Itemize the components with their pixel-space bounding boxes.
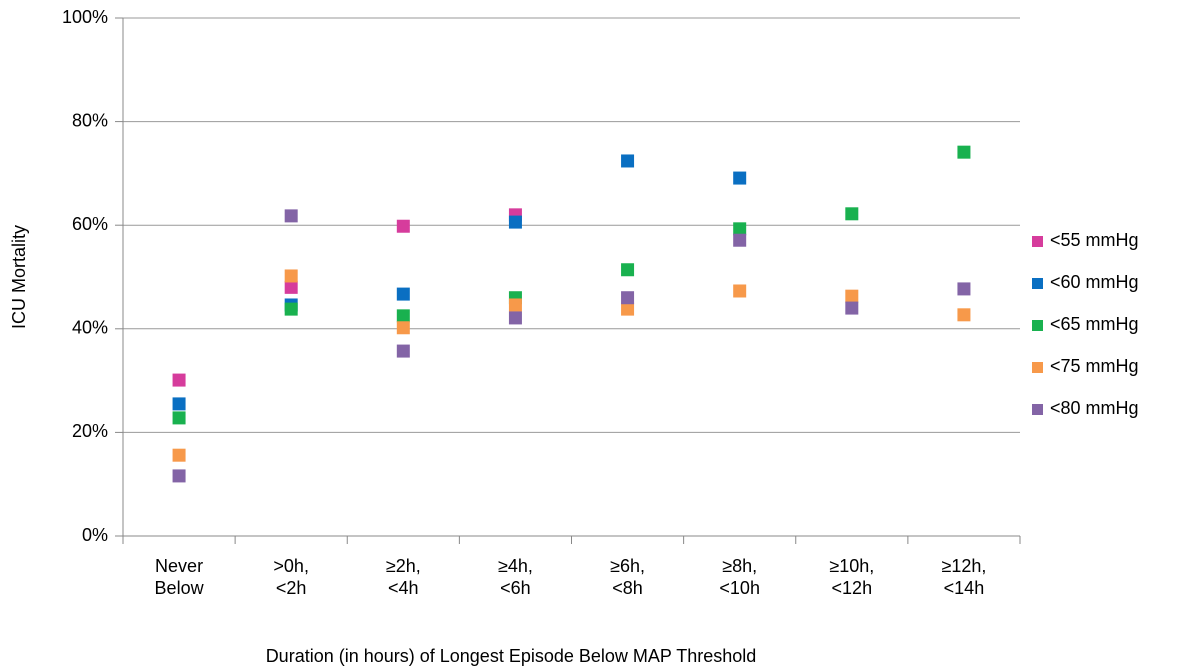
x-tick-label: Never Below <box>155 556 205 598</box>
marker <box>396 321 410 335</box>
legend-label: <80 mmHg <box>1050 398 1139 418</box>
x-tick-label: ≥8h, <10h <box>719 556 760 598</box>
marker <box>284 209 298 223</box>
marker <box>508 298 522 312</box>
marker <box>172 411 186 425</box>
marker <box>957 145 971 159</box>
marker <box>284 280 298 294</box>
x-tick-label: ≥6h, <8h <box>610 556 645 598</box>
y-tick-label: 20% <box>72 421 108 441</box>
y-tick-label: 80% <box>72 110 108 130</box>
marker <box>621 263 635 277</box>
marker <box>845 289 859 303</box>
x-tick-label: ≥2h, <4h <box>386 556 421 598</box>
marker <box>733 233 747 247</box>
marker <box>621 154 635 168</box>
legend-label: <65 mmHg <box>1050 314 1139 334</box>
x-tick-label: >0h, <2h <box>273 556 309 598</box>
marker <box>508 311 522 325</box>
marker <box>396 309 410 323</box>
y-axis-title: ICU Mortality <box>9 225 29 329</box>
legend-label: <75 mmHg <box>1050 356 1139 376</box>
marker <box>396 287 410 301</box>
x-tick-label: ≥4h, <6h <box>498 556 533 598</box>
marker <box>733 222 747 236</box>
marker <box>845 301 859 315</box>
marker <box>845 207 859 221</box>
marker <box>172 397 186 411</box>
marker <box>957 282 971 296</box>
marker <box>621 302 635 316</box>
legend-swatch <box>1032 278 1043 289</box>
marker <box>733 171 747 185</box>
marker <box>172 448 186 462</box>
marker <box>172 469 186 483</box>
marker <box>396 219 410 233</box>
y-tick-label: 60% <box>72 214 108 234</box>
y-tick-label: 100% <box>62 7 108 27</box>
marker <box>733 284 747 298</box>
x-tick-label: ≥10h, <12h <box>829 556 874 598</box>
y-tick-label: 40% <box>72 318 108 338</box>
marker <box>284 302 298 316</box>
legend-swatch <box>1032 362 1043 373</box>
marker <box>508 215 522 229</box>
x-axis-title: Duration (in hours) of Longest Episode B… <box>266 646 757 666</box>
legend-swatch <box>1032 236 1043 247</box>
marker <box>284 269 298 283</box>
marker <box>396 344 410 358</box>
legend-swatch <box>1032 404 1043 415</box>
marker <box>172 373 186 387</box>
marker <box>621 291 635 305</box>
legend-swatch <box>1032 320 1043 331</box>
legend-label: <55 mmHg <box>1050 230 1139 250</box>
y-tick-label: 0% <box>82 525 108 545</box>
marker <box>957 308 971 322</box>
x-tick-label: ≥12h, <14h <box>941 556 986 598</box>
legend-label: <60 mmHg <box>1050 272 1139 292</box>
